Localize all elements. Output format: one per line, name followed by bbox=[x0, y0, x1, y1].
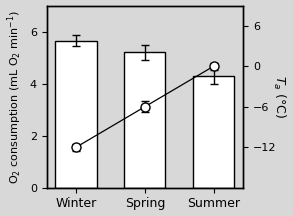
Bar bbox=[55, 41, 97, 188]
Bar bbox=[193, 76, 234, 188]
Y-axis label: $T_a$ ($\degree$C): $T_a$ ($\degree$C) bbox=[271, 75, 287, 118]
Y-axis label: O$_2$ consumption (mL O$_2$ min$^{-1}$): O$_2$ consumption (mL O$_2$ min$^{-1}$) bbox=[6, 10, 24, 184]
Bar bbox=[124, 52, 166, 188]
